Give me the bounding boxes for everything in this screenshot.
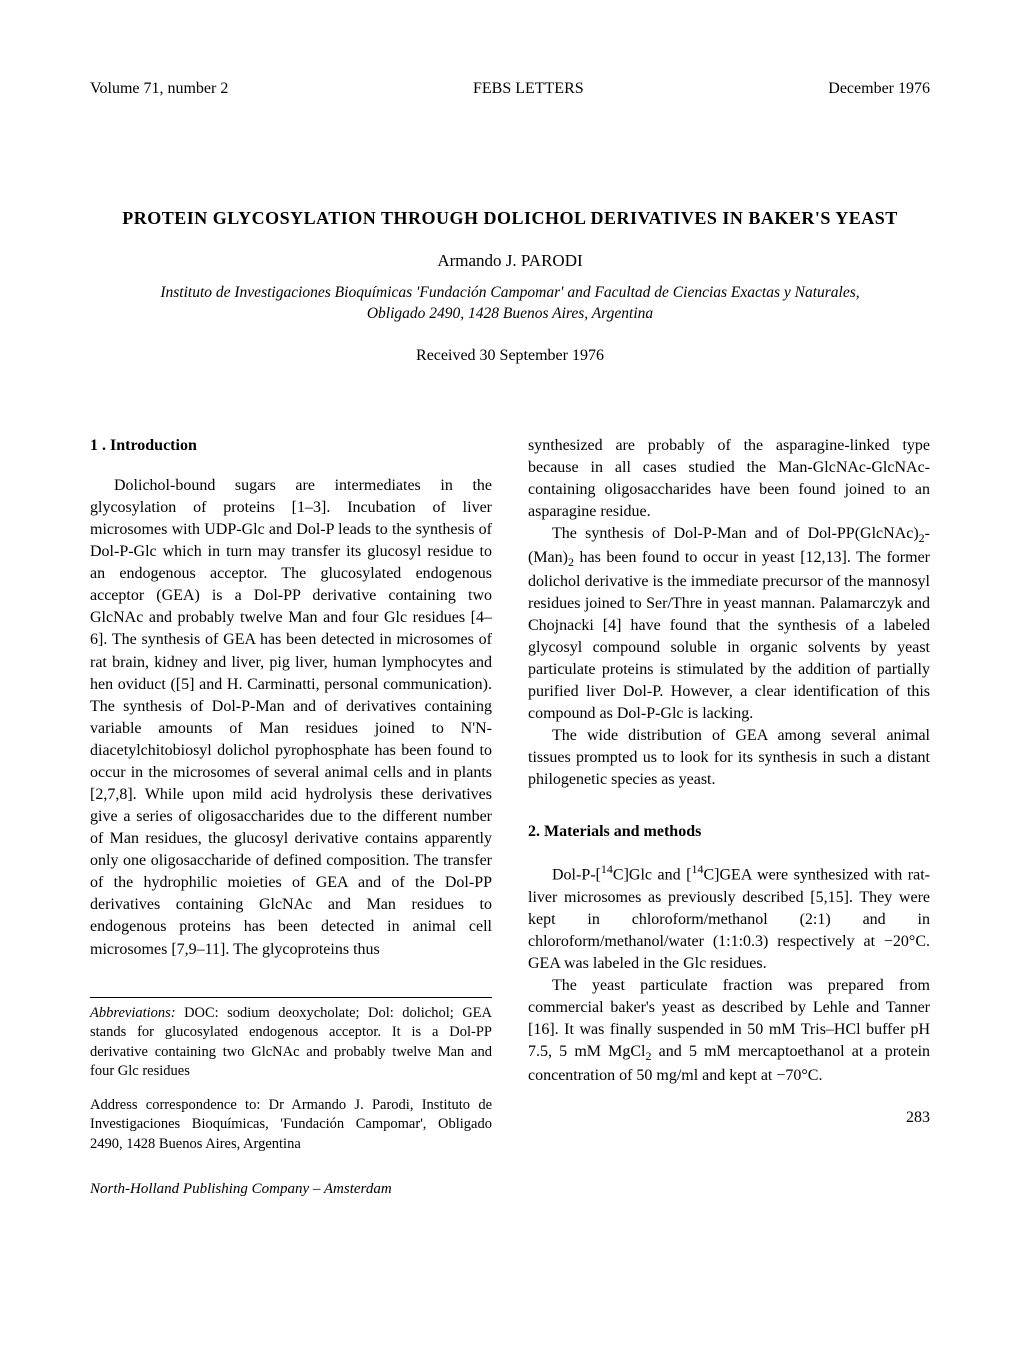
affiliation: Instituto de Investigaciones Bioquímicas… bbox=[90, 283, 930, 325]
col2-para4-sup1: 14 bbox=[601, 862, 613, 876]
left-column: 1 . Introduction Dolichol-bound sugars a… bbox=[90, 435, 492, 1199]
col2-para4-sup2: 14 bbox=[691, 862, 703, 876]
intro-paragraph: Dolichol-bound sugars are intermediates … bbox=[90, 475, 492, 961]
col2-para5: The yeast particulate fraction was prepa… bbox=[528, 975, 930, 1087]
col2-para2-post: has been found to occur in yeast [12,13]… bbox=[528, 549, 930, 722]
abbreviations-label: Abbreviations: bbox=[90, 1005, 176, 1021]
col2-para3: The wide distribution of GEA among sever… bbox=[528, 725, 930, 791]
col2-para2: The synthesis of Dol-P-Man and of Dol-PP… bbox=[528, 523, 930, 725]
section-2-heading: 2. Materials and methods bbox=[528, 821, 930, 843]
affiliation-line1: Instituto de Investigaciones Bioquímicas… bbox=[160, 284, 859, 301]
col2-para4-pre: Dol-P-[ bbox=[552, 867, 601, 884]
received-date: Received 30 September 1976 bbox=[90, 347, 930, 365]
section-spacer bbox=[528, 791, 930, 821]
abbreviations-block: Abbreviations: DOC: sodium deoxycholate;… bbox=[90, 997, 492, 1082]
article-title: PROTEIN GLYCOSYLATION THROUGH DOLICHOL D… bbox=[90, 208, 930, 229]
page-number: 283 bbox=[528, 1107, 930, 1129]
col2-para2-pre: The synthesis of Dol-P-Man and of Dol-PP… bbox=[552, 525, 919, 542]
section-1-heading: 1 . Introduction bbox=[90, 435, 492, 457]
col2-para1: synthesized are probably of the asparagi… bbox=[528, 435, 930, 523]
two-column-layout: 1 . Introduction Dolichol-bound sugars a… bbox=[90, 435, 930, 1199]
affiliation-line2: Obligado 2490, 1428 Buenos Aires, Argent… bbox=[367, 305, 653, 322]
page-container: Volume 71, number 2 FEBS LETTERS Decembe… bbox=[0, 0, 1020, 1259]
author-name: Armando J. PARODI bbox=[90, 251, 930, 271]
right-column: synthesized are probably of the asparagi… bbox=[528, 435, 930, 1199]
publisher-line: North-Holland Publishing Company – Amste… bbox=[90, 1179, 492, 1200]
header-volume: Volume 71, number 2 bbox=[90, 80, 228, 98]
col2-para4-mid1: C]Glc and [ bbox=[613, 867, 692, 884]
running-header: Volume 71, number 2 FEBS LETTERS Decembe… bbox=[90, 80, 930, 98]
correspondence-address: Address correspondence to: Dr Armando J.… bbox=[90, 1096, 492, 1155]
header-date: December 1976 bbox=[828, 80, 930, 98]
header-journal: FEBS LETTERS bbox=[473, 80, 584, 98]
col2-para4: Dol-P-[14C]Glc and [14C]GEA were synthes… bbox=[528, 861, 930, 975]
